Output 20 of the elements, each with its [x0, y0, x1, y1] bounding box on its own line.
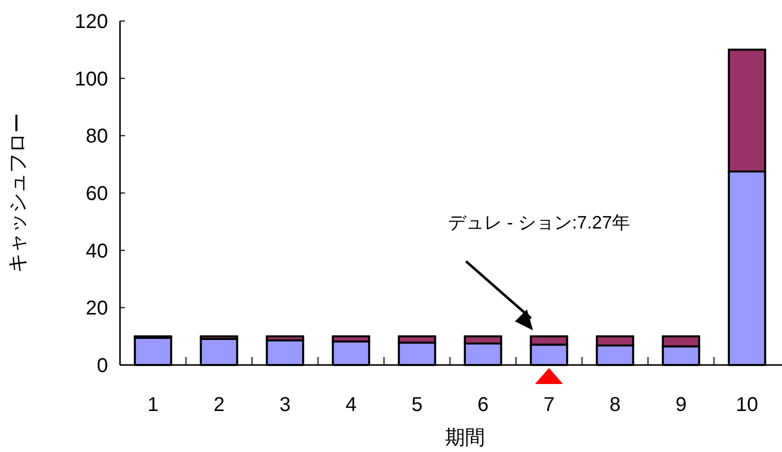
y-tick-label: 0: [96, 355, 108, 377]
x-tick-label: 2: [213, 394, 225, 416]
x-axis-title: 期間: [445, 427, 485, 449]
x-tick-label: 9: [675, 394, 687, 416]
y-tick-label: 80: [86, 126, 108, 148]
x-tick-label: 7: [543, 394, 555, 416]
y-tick-label: 120: [74, 11, 108, 33]
y-tick-label: 60: [86, 183, 108, 205]
y-axis-title: キャッシュフロー: [7, 113, 29, 273]
x-tick-label: 4: [345, 394, 357, 416]
y-tick-label: 40: [86, 240, 108, 262]
x-tick-label: 5: [411, 394, 423, 416]
x-tick-label: 8: [609, 394, 621, 416]
x-tick-label: 10: [736, 394, 758, 416]
x-tick-label: 3: [279, 394, 291, 416]
y-tick-label: 20: [86, 298, 108, 320]
x-tick-label: 6: [477, 394, 489, 416]
y-tick-label: 100: [74, 68, 108, 90]
annotation: デュレ - ション:7.27年: [448, 212, 630, 232]
x-tick-label: 1: [147, 394, 159, 416]
